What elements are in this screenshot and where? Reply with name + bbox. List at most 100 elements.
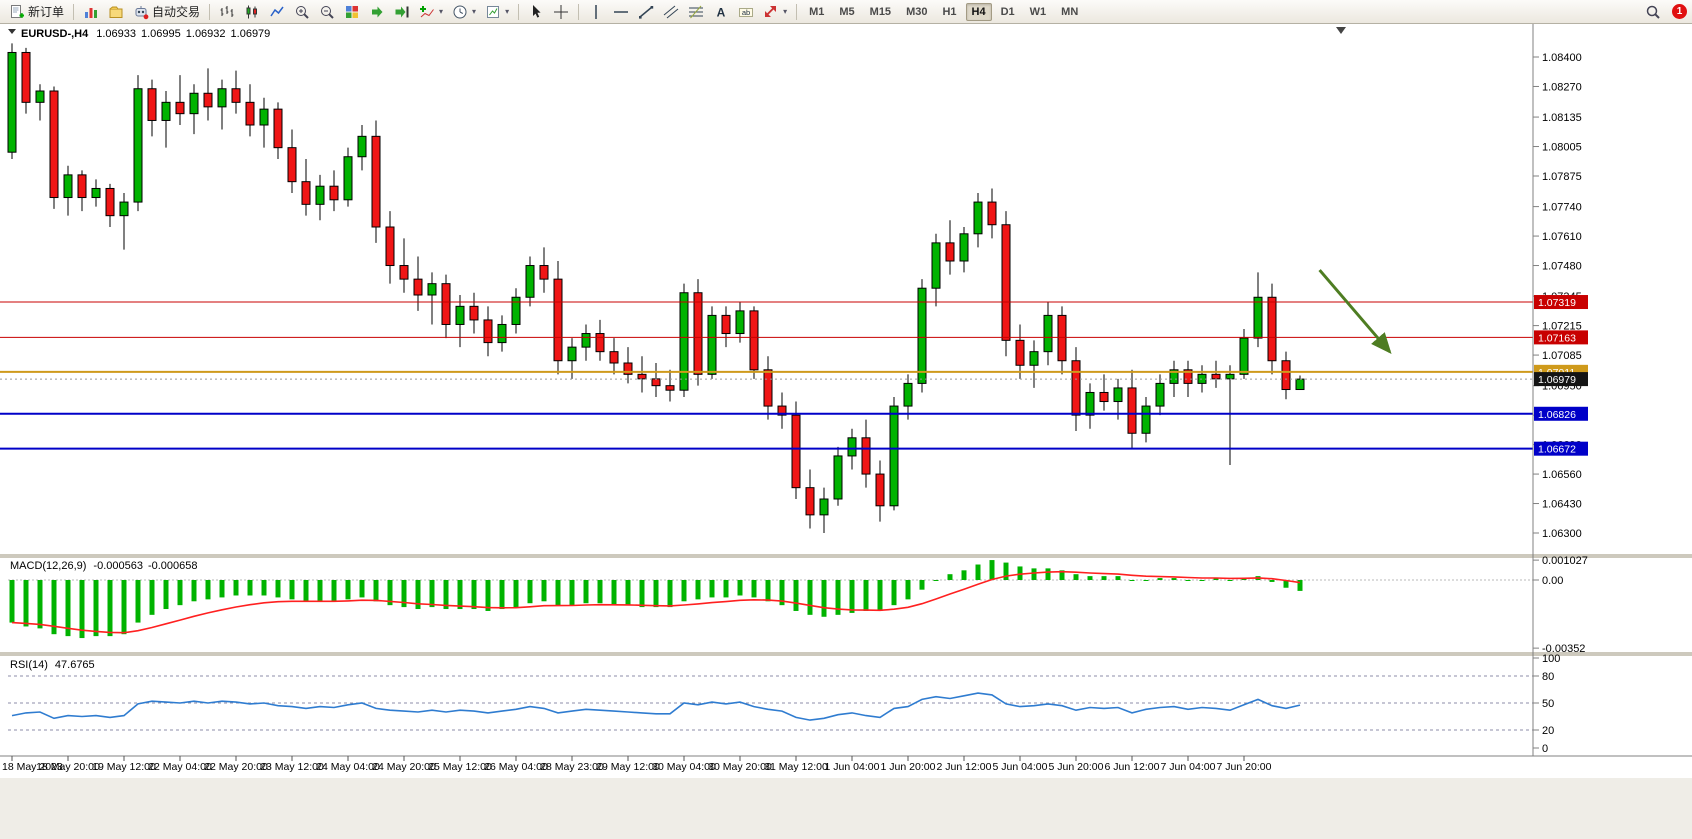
auto-scroll-button[interactable] xyxy=(365,1,389,23)
auto-trading-button[interactable]: 自动交易 xyxy=(129,1,204,23)
timeframe-h1-button[interactable]: H1 xyxy=(942,5,957,18)
candle-down xyxy=(623,362,633,375)
macd-histogram-bar xyxy=(597,580,603,604)
macd-histogram-bar xyxy=(9,580,15,623)
macd-histogram-bar xyxy=(401,580,407,608)
templates-button[interactable]: ▾ xyxy=(481,1,513,23)
panel-separator[interactable] xyxy=(0,652,1692,656)
timeframe-mn-button[interactable]: MN xyxy=(1061,5,1079,18)
macd-histogram-bar xyxy=(429,580,435,608)
arrows-button[interactable]: ▾ xyxy=(759,1,791,23)
charts-button[interactable] xyxy=(79,1,103,23)
candle-up xyxy=(1155,382,1165,407)
price-line-label-bg[interactable] xyxy=(1534,406,1588,421)
tile-windows-button[interactable] xyxy=(340,1,364,23)
channel-button[interactable] xyxy=(659,1,683,23)
price-line-label-bg[interactable] xyxy=(1534,295,1588,310)
time-tick-label: 7 Jun 04:00 xyxy=(1161,761,1216,773)
timeframe-m30-button[interactable]: M30 xyxy=(906,5,928,18)
candlestick-mode-button[interactable] xyxy=(240,1,264,23)
candles xyxy=(7,43,1305,533)
macd-histogram-bar xyxy=(961,570,967,580)
price-tick-label: 1.07610 xyxy=(1542,231,1582,243)
candle-up xyxy=(917,287,927,384)
macd-histogram-bar xyxy=(1171,578,1177,580)
candle-up xyxy=(735,310,745,335)
macd-histogram-bar xyxy=(933,580,939,581)
periods-button[interactable]: ▾ xyxy=(448,1,480,23)
price-line-label: 1.07319 xyxy=(1538,297,1576,309)
candle-down xyxy=(1071,360,1081,416)
chart-shift-marker[interactable] xyxy=(1336,27,1346,34)
price-line-label-bg[interactable] xyxy=(1534,330,1588,345)
candle-up xyxy=(889,405,899,507)
horizontal-line-button[interactable] xyxy=(609,1,633,23)
crosshair-button[interactable] xyxy=(549,1,573,23)
macd-histogram-bar xyxy=(37,580,43,629)
new-order-button[interactable]: 新订单 xyxy=(5,1,68,23)
candle-up xyxy=(1253,296,1263,339)
zoom-in-button[interactable] xyxy=(290,1,314,23)
text-button[interactable]: A xyxy=(709,1,733,23)
cursor-button[interactable] xyxy=(524,1,548,23)
candle-up xyxy=(931,242,941,289)
zoom-out-button[interactable] xyxy=(315,1,339,23)
one-click-trading-toggle[interactable] xyxy=(8,29,16,34)
templates-icon xyxy=(485,4,501,20)
macd-histogram-bar xyxy=(1157,578,1163,580)
bar-chart-mode-button[interactable] xyxy=(215,1,239,23)
price-tick-label: 1.06560 xyxy=(1542,469,1582,481)
timeframe-d1-button[interactable]: D1 xyxy=(1000,5,1015,18)
macd-histogram-bar xyxy=(149,580,155,615)
macd-histogram-bar xyxy=(751,580,757,598)
macd-histogram-bar xyxy=(891,580,897,606)
candle-up xyxy=(973,201,983,235)
chart-canvas[interactable]: EURUSD-,H4 1.06933 1.06995 1.06932 1.06979 M… xyxy=(0,24,1692,839)
price-line-label-bg[interactable] xyxy=(1534,441,1588,456)
macd-histogram-bar xyxy=(569,580,575,606)
candle-down xyxy=(791,414,801,489)
macd-histogram-bar xyxy=(737,580,743,596)
macd-histogram-bar xyxy=(793,580,799,611)
candle-down xyxy=(539,265,549,280)
timeframe-m1-button[interactable]: M1 xyxy=(809,5,825,18)
candle-up xyxy=(679,292,689,391)
linechart-icon xyxy=(269,4,285,20)
candle-down xyxy=(371,135,381,228)
macd-histogram-bar xyxy=(877,580,883,611)
text-label-button[interactable]: ab xyxy=(734,1,758,23)
indicators-button[interactable]: ▾ xyxy=(415,1,447,23)
timeframe-m5-button[interactable]: M5 xyxy=(839,5,855,18)
price-tick-label: 1.08270 xyxy=(1542,81,1582,93)
arrow-annotation[interactable] xyxy=(1318,269,1392,354)
vertical-line-button[interactable] xyxy=(584,1,608,23)
candle-up xyxy=(1029,351,1039,366)
autotrade-icon xyxy=(133,4,149,20)
search-button[interactable] xyxy=(1641,1,1665,23)
macd-histogram-bar xyxy=(317,580,323,602)
macd-histogram-bar xyxy=(1045,568,1051,580)
profiles-button[interactable] xyxy=(104,1,128,23)
time-tick-label: 31 May 12:00 xyxy=(764,761,828,773)
panel-separator[interactable] xyxy=(0,554,1692,558)
candle-up xyxy=(133,88,143,203)
notification-badge[interactable]: 1 xyxy=(1672,4,1687,19)
line-chart-mode-button[interactable] xyxy=(265,1,289,23)
chart-shift-button[interactable] xyxy=(390,1,414,23)
trendline-button[interactable] xyxy=(634,1,658,23)
timeframe-h4-button[interactable]: H4 xyxy=(965,2,992,21)
price-line-label: 1.07163 xyxy=(1538,332,1576,344)
rsi-axis-label: 100 xyxy=(1542,653,1560,665)
candle-up xyxy=(1141,405,1151,434)
auto-trading-button-label: 自动交易 xyxy=(152,5,201,19)
ohlc-low: 1.06932 xyxy=(186,28,226,40)
ohlc-open: 1.06933 xyxy=(96,28,136,40)
candle-down xyxy=(665,385,675,391)
timeframe-w1-button[interactable]: W1 xyxy=(1029,5,1047,18)
rsi-axis-label: 50 xyxy=(1542,698,1554,710)
candle-down xyxy=(147,88,157,121)
fibonacci-button[interactable] xyxy=(684,1,708,23)
candle-up xyxy=(1085,391,1095,416)
timeframe-m15-button[interactable]: M15 xyxy=(869,5,892,18)
candle-down xyxy=(1099,391,1109,403)
